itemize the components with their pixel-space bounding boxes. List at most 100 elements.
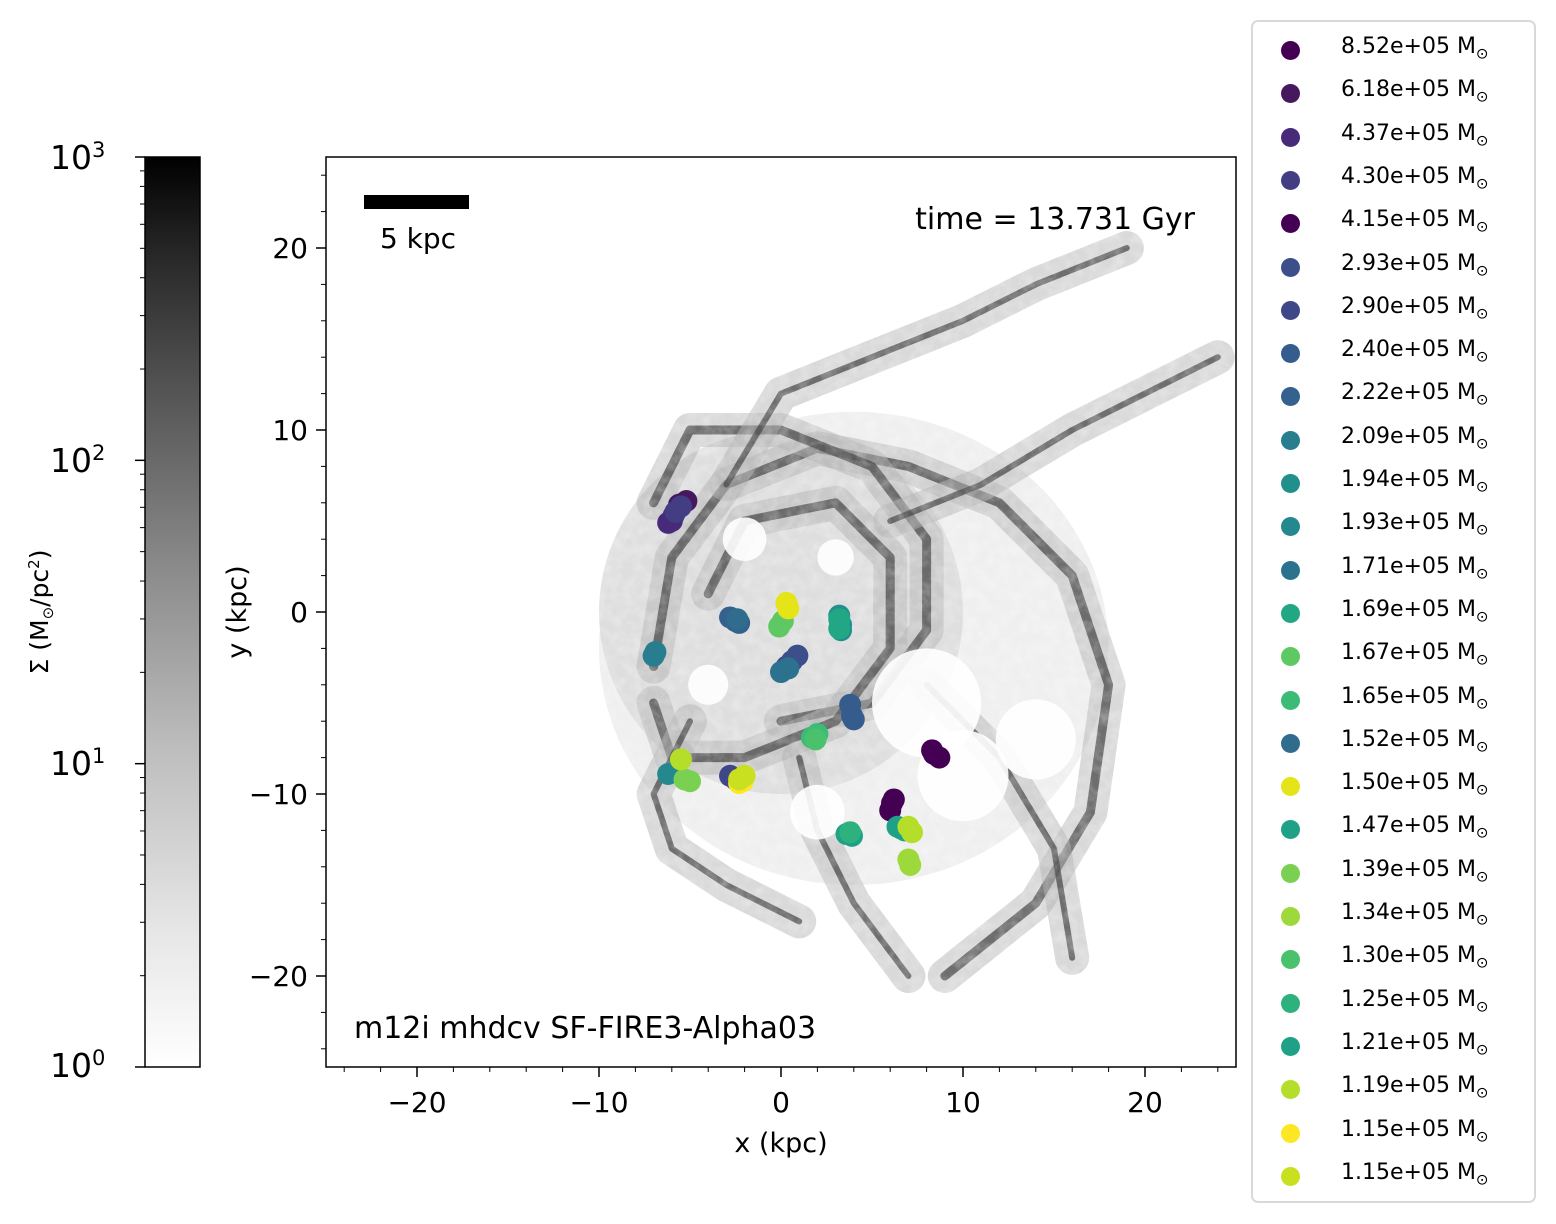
cluster-point bbox=[842, 708, 865, 731]
legend-label: 4.37e+05 M⊙ bbox=[1341, 120, 1489, 149]
cluster-point bbox=[882, 788, 905, 811]
colorbar-tick-label: 100 bbox=[50, 1046, 106, 1085]
time-annotation: time = 13.731 Gyr bbox=[915, 202, 1195, 237]
legend-item: 2.09e+05 M⊙ bbox=[1253, 417, 1533, 457]
legend-label: 1.52e+05 M⊙ bbox=[1341, 726, 1489, 756]
cluster-point bbox=[777, 597, 800, 620]
legend-item: 6.18e+05 M⊙ bbox=[1253, 70, 1533, 110]
legend-item: 1.52e+05 M⊙ bbox=[1253, 720, 1533, 760]
cluster-point bbox=[804, 728, 827, 751]
legend-label: 2.90e+05 M⊙ bbox=[1341, 293, 1489, 323]
legend-item: 1.21e+05 M⊙ bbox=[1253, 1023, 1533, 1063]
y-tick-label: −10 bbox=[249, 778, 308, 811]
x-tick-label: 10 bbox=[945, 1086, 981, 1119]
legend-item: 4.15e+05 M⊙ bbox=[1253, 200, 1533, 240]
legend-label: 1.47e+05 M⊙ bbox=[1341, 813, 1489, 842]
run-annotation: m12i mhdcv SF-FIRE3-Alpha03 bbox=[354, 1011, 816, 1046]
legend-label: 8.52e+05 M⊙ bbox=[1341, 34, 1489, 63]
legend-item: 1.39e+05 M⊙ bbox=[1253, 850, 1533, 890]
legend-marker bbox=[1281, 993, 1300, 1013]
x-axis-label: x (kpc) bbox=[734, 1128, 827, 1159]
legend-marker bbox=[1281, 84, 1300, 104]
legend-label: 1.15e+05 M⊙ bbox=[1341, 1159, 1489, 1189]
legend-marker bbox=[1281, 1080, 1300, 1100]
legend-item: 1.19e+05 M⊙ bbox=[1253, 1066, 1533, 1106]
legend-item: 4.37e+05 M⊙ bbox=[1253, 114, 1533, 154]
legend-marker bbox=[1281, 127, 1300, 147]
legend-label: 1.39e+05 M⊙ bbox=[1341, 856, 1489, 886]
colorbar-tick-label: 103 bbox=[50, 138, 106, 177]
legend-marker bbox=[1281, 603, 1300, 623]
legend-marker bbox=[1281, 1036, 1300, 1056]
legend-item: 1.93e+05 M⊙ bbox=[1253, 503, 1533, 543]
legend-label: 1.19e+05 M⊙ bbox=[1341, 1073, 1489, 1102]
colorbar bbox=[144, 156, 201, 1068]
legend-label: 2.22e+05 M⊙ bbox=[1341, 380, 1489, 409]
cluster-point bbox=[899, 853, 922, 876]
legend-label: 1.65e+05 M⊙ bbox=[1341, 683, 1489, 712]
cluster-point bbox=[664, 500, 687, 523]
cluster-scatter bbox=[642, 489, 951, 876]
y-tick-label: 0 bbox=[290, 596, 308, 629]
legend-label: 1.69e+05 M⊙ bbox=[1341, 596, 1489, 626]
legend-item: 2.40e+05 M⊙ bbox=[1253, 330, 1533, 370]
x-tick-label: −10 bbox=[569, 1086, 628, 1119]
legend-marker bbox=[1281, 257, 1300, 277]
legend-item: 1.15e+05 M⊙ bbox=[1253, 1153, 1533, 1193]
legend-item: 2.22e+05 M⊙ bbox=[1253, 373, 1533, 413]
legend-item: 1.50e+05 M⊙ bbox=[1253, 763, 1533, 803]
legend-label: 1.50e+05 M⊙ bbox=[1341, 770, 1489, 799]
legend-marker bbox=[1281, 907, 1300, 926]
legend-item: 1.47e+05 M⊙ bbox=[1253, 806, 1533, 846]
legend-label: 1.67e+05 M⊙ bbox=[1341, 640, 1489, 669]
cluster-point bbox=[901, 821, 924, 844]
axis-ticks: −20 −10 0 10 20 −20 −10 0 10 20 bbox=[249, 174, 1219, 1119]
legend-item: 1.67e+05 M⊙ bbox=[1253, 633, 1533, 673]
x-tick-label: −20 bbox=[387, 1086, 446, 1119]
colorbar-tick-label: 102 bbox=[50, 441, 106, 480]
legend-label: 1.21e+05 M⊙ bbox=[1341, 1029, 1489, 1059]
legend-marker bbox=[1281, 170, 1300, 190]
legend-marker bbox=[1281, 344, 1300, 364]
legend-label: 2.09e+05 M⊙ bbox=[1341, 423, 1489, 453]
legend-label: 2.93e+05 M⊙ bbox=[1341, 250, 1489, 279]
x-tick-label: 20 bbox=[1127, 1086, 1163, 1119]
legend-marker bbox=[1281, 430, 1300, 450]
legend-marker bbox=[1281, 690, 1300, 710]
legend-marker bbox=[1281, 517, 1300, 537]
legend-item: 1.34e+05 M⊙ bbox=[1253, 893, 1533, 933]
legend-label: 1.30e+05 M⊙ bbox=[1341, 943, 1489, 972]
legend-marker bbox=[1281, 300, 1300, 320]
legend-label: 4.15e+05 M⊙ bbox=[1341, 207, 1489, 236]
legend-item: 1.71e+05 M⊙ bbox=[1253, 547, 1533, 587]
legend-item: 1.69e+05 M⊙ bbox=[1253, 590, 1533, 630]
y-tick-label: 10 bbox=[272, 414, 308, 447]
cluster-point bbox=[642, 644, 665, 667]
legend-marker bbox=[1281, 647, 1300, 667]
legend-label: 1.15e+05 M⊙ bbox=[1341, 1116, 1489, 1145]
colorbar-tick-label: 101 bbox=[50, 744, 106, 783]
cluster-point bbox=[777, 657, 800, 680]
legend-marker bbox=[1281, 1123, 1300, 1143]
cluster-point bbox=[839, 821, 862, 844]
legend-marker bbox=[1281, 41, 1300, 60]
legend-marker bbox=[1281, 214, 1300, 234]
y-tick-label: 20 bbox=[272, 232, 308, 265]
cluster-point bbox=[669, 748, 692, 771]
cluster-point bbox=[673, 768, 696, 791]
legend-item: 1.25e+05 M⊙ bbox=[1253, 980, 1533, 1020]
legend-marker bbox=[1281, 1166, 1300, 1186]
legend-label: 6.18e+05 M⊙ bbox=[1341, 77, 1489, 106]
legend-item: 1.30e+05 M⊙ bbox=[1253, 936, 1533, 976]
legend-item: 1.15e+05 M⊙ bbox=[1253, 1110, 1533, 1150]
legend-label: 1.25e+05 M⊙ bbox=[1341, 986, 1489, 1015]
legend-marker bbox=[1281, 474, 1300, 493]
legend-marker bbox=[1281, 387, 1300, 407]
colorbar-minor-ticks bbox=[135, 156, 145, 1068]
legend-marker bbox=[1281, 863, 1300, 883]
colorbar-label: Σ (M⊙/pc2) bbox=[25, 549, 57, 674]
legend-marker bbox=[1281, 560, 1300, 580]
cluster-point bbox=[733, 764, 756, 787]
y-tick-label: −20 bbox=[249, 960, 308, 993]
